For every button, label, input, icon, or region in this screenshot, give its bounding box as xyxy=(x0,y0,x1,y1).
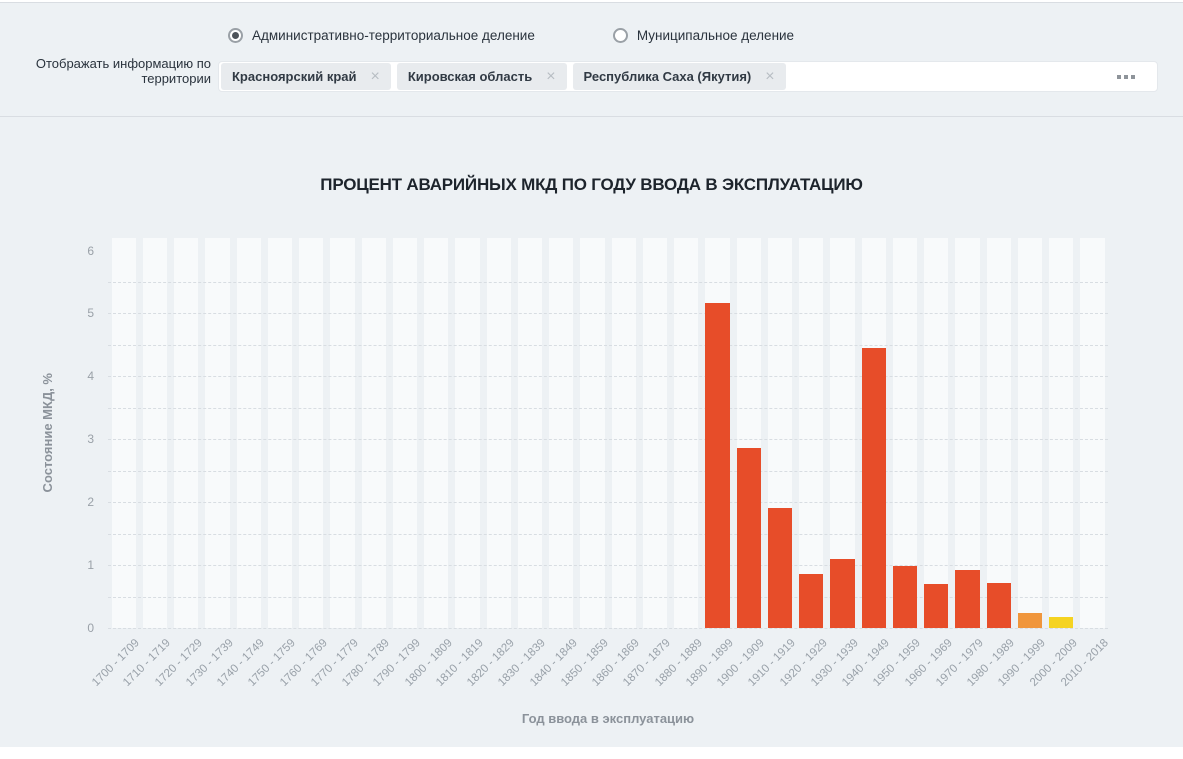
category-column: 1910 - 1919 xyxy=(746,238,798,689)
category-column: 1820 - 1829 xyxy=(465,238,517,689)
radio-administrative-division[interactable]: Административно-территориальное деление xyxy=(228,28,535,43)
ellipsis-icon[interactable] xyxy=(1114,75,1135,79)
bar-1890-1899[interactable] xyxy=(705,303,730,628)
territory-chip-list: Красноярский край × Кировская область × Респ… xyxy=(221,63,792,90)
bar-1910-1919[interactable] xyxy=(767,508,792,628)
radio-selected-icon xyxy=(228,28,243,43)
radio-municipal-division[interactable]: Муниципальное деление xyxy=(612,28,795,43)
remove-territory-icon[interactable]: × xyxy=(765,67,775,85)
category-column: 1930 - 1939 xyxy=(809,238,861,689)
category-column: 1710 - 1719 xyxy=(121,238,173,689)
radio-administrative-label: Административно-территориальное деление xyxy=(252,28,535,43)
category-column: 1990 - 1999 xyxy=(996,238,1048,689)
radio-municipal-label: Муниципальное деление xyxy=(636,28,795,43)
chart-panel: ПРОЦЕНТ АВАРИЙНЫХ МКД ПО ГОДУ ВВОДА В ЭК… xyxy=(0,116,1183,747)
category-column: 1970 - 1979 xyxy=(934,238,986,689)
category-column: 1790 - 1799 xyxy=(371,238,423,689)
category-column: 1840 - 1849 xyxy=(528,238,580,689)
y-tick-label: 4 xyxy=(87,369,94,384)
category-column: 2010 - 2018 xyxy=(1059,238,1111,689)
category-column: 1810 - 1819 xyxy=(434,238,486,689)
category-column: 1940 - 1949 xyxy=(840,238,892,689)
y-axis-title: Состояние МКД, % xyxy=(39,373,55,493)
category-column: 1980 - 1989 xyxy=(965,238,1017,689)
category-column: 1740 - 1749 xyxy=(215,238,267,689)
bar-1990-1999[interactable] xyxy=(1017,612,1042,628)
category-column: 1780 - 1789 xyxy=(340,238,392,689)
bar-1920-1929[interactable] xyxy=(799,573,824,628)
territory-chip-label: Красноярский край xyxy=(232,69,357,84)
top-border xyxy=(0,2,1183,3)
y-tick-label: 3 xyxy=(87,432,94,447)
x-axis-title: Год ввода в эксплуатацию xyxy=(521,711,695,726)
bar-1950-1959[interactable] xyxy=(892,566,917,628)
category-column: 2000 - 2009 xyxy=(1028,238,1080,689)
bar-2000-2009[interactable] xyxy=(1049,617,1074,628)
bar-1980-1989[interactable] xyxy=(986,583,1011,628)
territory-filter-label: Отображать информацию по территории xyxy=(35,56,211,86)
category-column: 1860 - 1869 xyxy=(590,238,642,689)
territory-chip[interactable]: Красноярский край × xyxy=(221,63,391,90)
y-axis-ticks: 0 1 2 3 4 5 6 xyxy=(58,238,94,635)
plot-area: 1700 - 1709 1710 - 1719 1720 - 1729 1730 - … xyxy=(90,238,1111,689)
bar-1960-1969[interactable] xyxy=(924,583,949,628)
remove-territory-icon[interactable]: × xyxy=(370,67,380,85)
category-column: 1950 - 1959 xyxy=(871,238,923,689)
bar-1940-1949[interactable] xyxy=(861,348,886,628)
category-column: 1850 - 1859 xyxy=(559,238,611,689)
y-tick-label: 1 xyxy=(87,558,94,573)
division-radio-group: Административно-территориальное деление … xyxy=(228,28,872,43)
y-tick-label: 0 xyxy=(87,621,94,635)
category-column: 1770 - 1779 xyxy=(309,238,361,689)
gridline xyxy=(108,628,1108,629)
category-column: 1830 - 1839 xyxy=(496,238,548,689)
bar-1970-1979[interactable] xyxy=(955,570,980,628)
territory-chip[interactable]: Кировская область × xyxy=(396,63,567,90)
bar-1930-1939[interactable] xyxy=(830,559,855,628)
category-column: 1730 - 1739 xyxy=(184,238,236,689)
category-column: 1890 - 1899 xyxy=(684,238,736,689)
category-column: 1760 - 1769 xyxy=(278,238,330,689)
category-column: 1900 - 1909 xyxy=(715,238,767,689)
territory-chip-label: Кировская область xyxy=(407,69,533,84)
bar-1900-1909[interactable] xyxy=(736,448,761,628)
radio-unselected-icon xyxy=(612,28,628,43)
chart-title: ПРОЦЕНТ АВАРИЙНЫХ МКД ПО ГОДУ ВВОДА В ЭК… xyxy=(320,175,863,194)
category-column: 1920 - 1929 xyxy=(778,238,830,689)
y-tick-label: 2 xyxy=(87,495,94,510)
category-column: 1700 - 1709 xyxy=(90,238,142,689)
territory-input[interactable]: Красноярский край × Кировская область × Респ… xyxy=(218,61,1158,92)
category-column: 1750 - 1759 xyxy=(246,238,298,689)
remove-territory-icon[interactable]: × xyxy=(546,67,556,85)
y-tick-label: 5 xyxy=(87,306,94,321)
territory-filter-panel: Административно-территориальное деление … xyxy=(0,3,1183,116)
category-column: 1880 - 1889 xyxy=(653,238,705,689)
category-column: 1960 - 1969 xyxy=(903,238,955,689)
territory-chip-label: Республика Саха (Якутия) xyxy=(583,69,752,84)
category-column: 1800 - 1809 xyxy=(403,238,455,689)
y-tick-label: 6 xyxy=(87,243,94,258)
category-column: 1870 - 1879 xyxy=(621,238,673,689)
category-column: 1720 - 1729 xyxy=(153,238,205,689)
territory-chip[interactable]: Республика Саха (Якутия) × xyxy=(572,63,786,90)
